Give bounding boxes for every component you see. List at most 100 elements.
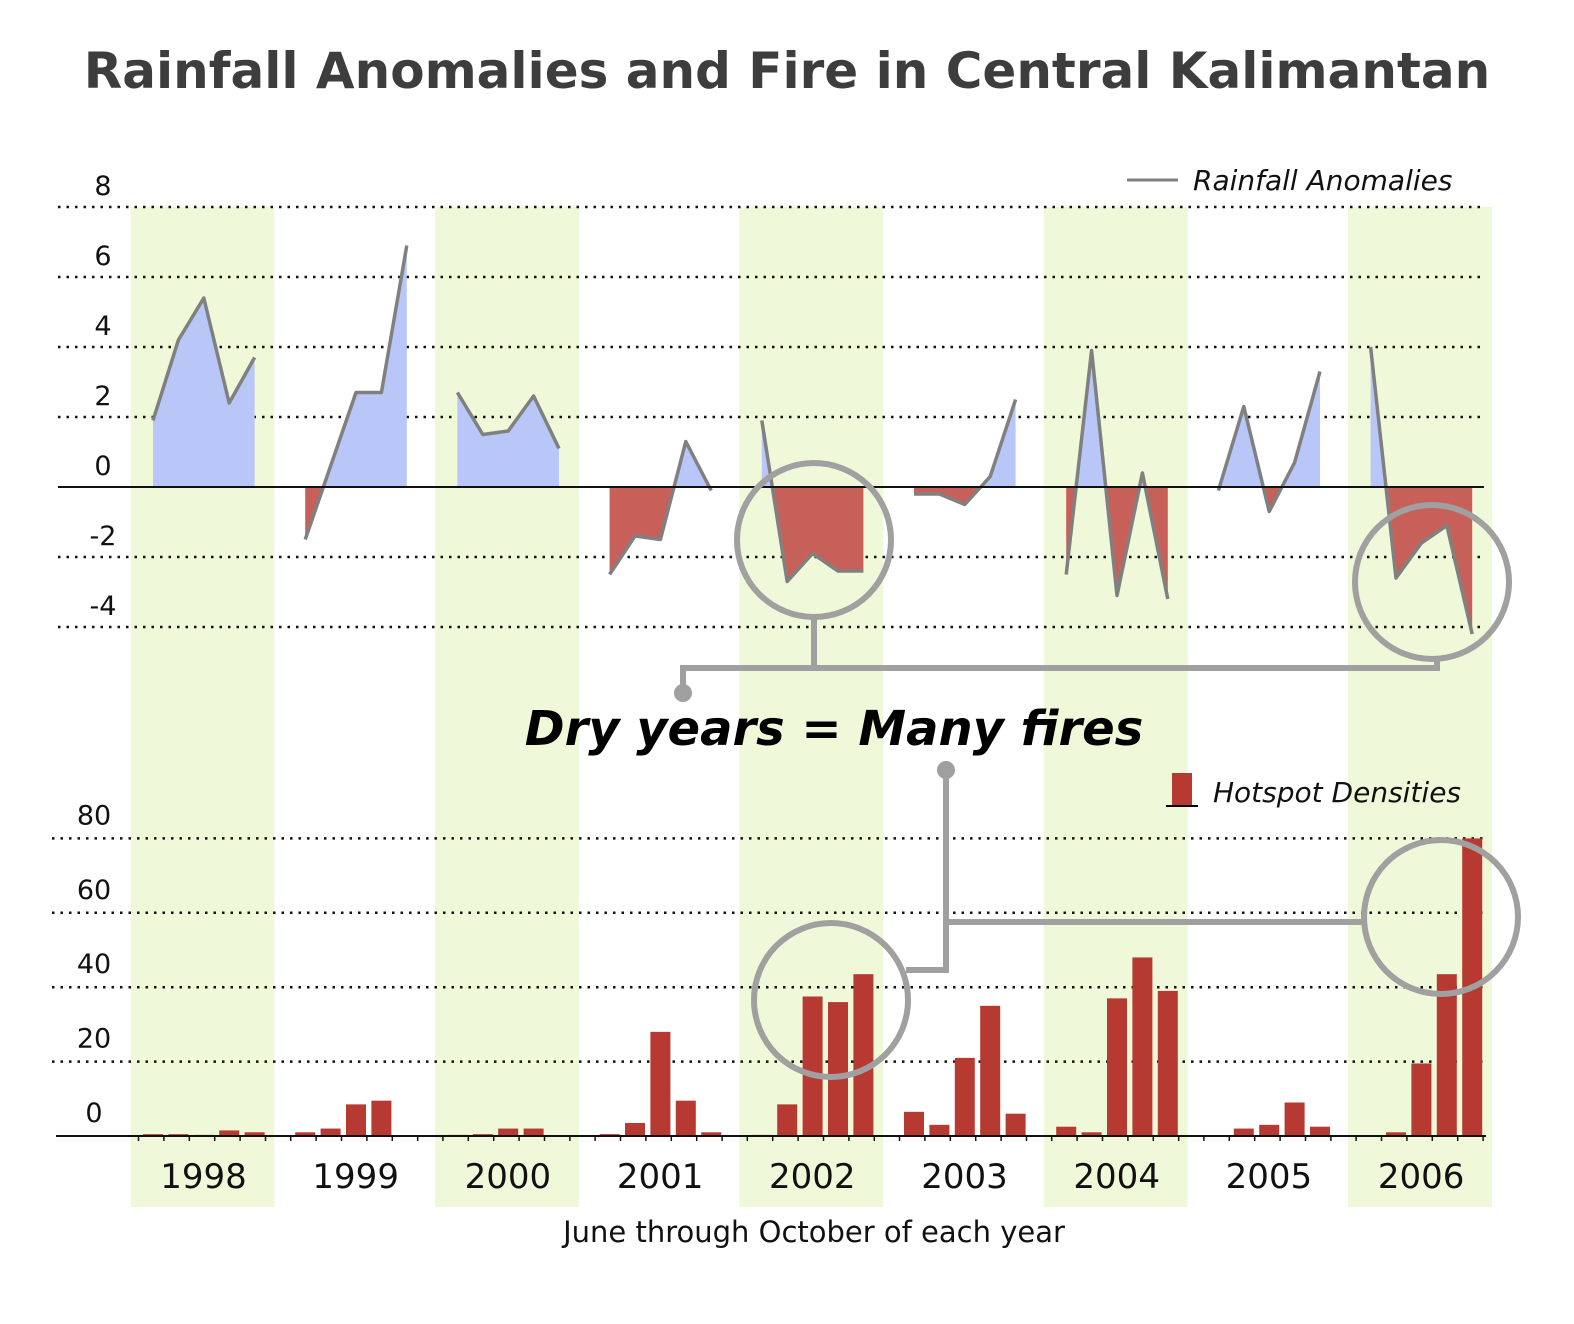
rain-line-2001 [608,439,713,576]
hotspot-bar-2002 [802,996,823,1136]
year-label-1998: 1998 [160,1157,247,1197]
rain-year-2001 [608,439,713,576]
rain-tick-label: 0 [94,451,111,482]
rain-area-negative [609,487,712,575]
rain-area-positive [1066,350,1168,487]
hotspot-bar-2001 [675,1100,696,1136]
hotspot-bar-chart [143,838,1483,1136]
rain-line-2005 [1216,371,1322,514]
rain-line-2003 [914,398,1018,507]
hotspot-bar-2000 [498,1128,519,1136]
rain-year-2000 [455,391,561,487]
hotspot-bar-2004 [1056,1126,1077,1136]
year-label-2002: 2002 [769,1157,856,1197]
rain-area-positive [457,392,559,487]
callout-connector-bottom-left [906,770,949,973]
hotspot-tick-label: 0 [85,1098,102,1129]
rain-year-2004 [1064,348,1170,600]
callout-circle-rain-2006 [1352,502,1512,662]
rain-line-2000 [455,391,561,450]
rain-area-negative [1218,487,1320,512]
rain-year-1998 [151,296,257,487]
rain-area-positive [609,441,712,487]
hotspot-bar-2002 [853,974,874,1136]
hotspot-bar-2005 [1233,1128,1254,1136]
hotspot-bar-2006 [1411,1063,1432,1136]
year-label-2000: 2000 [465,1157,552,1197]
hotspot-bar-2006 [1436,974,1457,1136]
hotspot-bar-2003 [904,1111,924,1136]
x-axis-label: June through October of each year [561,1215,1065,1249]
year-label-2006: 2006 [1378,1157,1465,1197]
hotspot-bar-2004 [1107,998,1127,1136]
year-label-2001: 2001 [617,1157,704,1197]
rain-line-1998 [151,296,257,422]
year-band-2000 [434,207,579,1207]
year-label-2004: 2004 [1073,1157,1160,1197]
rain-area-negative [305,487,407,540]
rain-tick-label: 4 [94,311,111,342]
callout-text: Dry years = Many fires [525,701,1144,757]
rain-tick-label: -2 [90,521,117,552]
hotspot-bar-1998 [244,1132,265,1136]
hotspot-bar-2001 [625,1122,645,1136]
hotspot-bar-2001 [701,1132,722,1136]
hotspot-tick-label: 80 [77,800,111,831]
hotspot-bar-2004 [1132,957,1153,1136]
rain-year-1999 [303,245,409,541]
rain-line-2004 [1064,348,1170,600]
rain-area-positive [1218,371,1320,487]
rain-tick-label: 8 [94,171,111,202]
hotspot-bar-1999 [320,1128,341,1136]
hotspot-legend-label: Hotspot Densities [1213,776,1461,809]
rain-year-2002 [760,420,864,584]
rain-area-positive [1370,347,1473,487]
callout-circle-fire-2002 [751,920,911,1080]
year-label-2003: 2003 [921,1157,1008,1197]
hotspot-tick-label: 40 [77,949,111,980]
hotspot-tick-label: 20 [77,1024,111,1055]
rain-line-2006 [1368,346,1474,635]
rain-area-negative [1370,487,1473,634]
rain-area-positive [914,399,1016,487]
hotspot-bar-2005 [1284,1102,1305,1136]
rain-area-negative [914,487,1016,505]
hotspot-bar-2002 [777,1104,798,1136]
rain-year-2006 [1368,346,1474,635]
rain-area-negative [761,487,864,582]
hotspot-bar-2003 [1005,1113,1026,1136]
year-label-1999: 1999 [312,1157,399,1197]
rain-tick-label: 6 [94,241,111,272]
hotspot-bar-2005 [1259,1124,1280,1136]
rain-tick-label: -4 [90,591,117,622]
callout-connector-top-right [814,659,1440,671]
hotspot-bar-2002 [828,1002,848,1136]
hotspot-bar-2003 [954,1057,975,1136]
hotspot-bar-1999 [295,1132,316,1136]
hotspot-bar-2003 [980,1005,1001,1136]
rain-year-2003 [914,398,1018,507]
rain-area-positive [305,245,407,487]
hotspot-bar-2000 [523,1128,544,1136]
rain-line-1999 [303,245,409,541]
hotspot-legend-swatch [1172,773,1192,805]
rainfall-legend-label: Rainfall Anomalies [1193,164,1452,197]
rainfall-area-chart [151,245,1474,635]
hotspot-bar-2003 [929,1124,950,1136]
hotspot-bar-2004 [1157,990,1178,1136]
callout-annotations [674,460,1521,1080]
legends: Rainfall Anomalies Hotspot Densities [1127,164,1461,809]
hotspot-bar-1999 [346,1104,366,1136]
hotspot-bar-2004 [1081,1132,1102,1136]
hotspot-tick-label: 60 [77,875,111,906]
callout-connector-top-left [680,617,817,693]
year-label-2005: 2005 [1226,1157,1313,1197]
hotspot-bar-2001 [650,1031,671,1136]
hotspot-bar-1999 [371,1100,392,1136]
rain-area-negative [1066,487,1168,599]
callout-dot-top [674,684,692,702]
rain-line-2002 [760,420,864,584]
grid-lines [52,205,1484,1063]
